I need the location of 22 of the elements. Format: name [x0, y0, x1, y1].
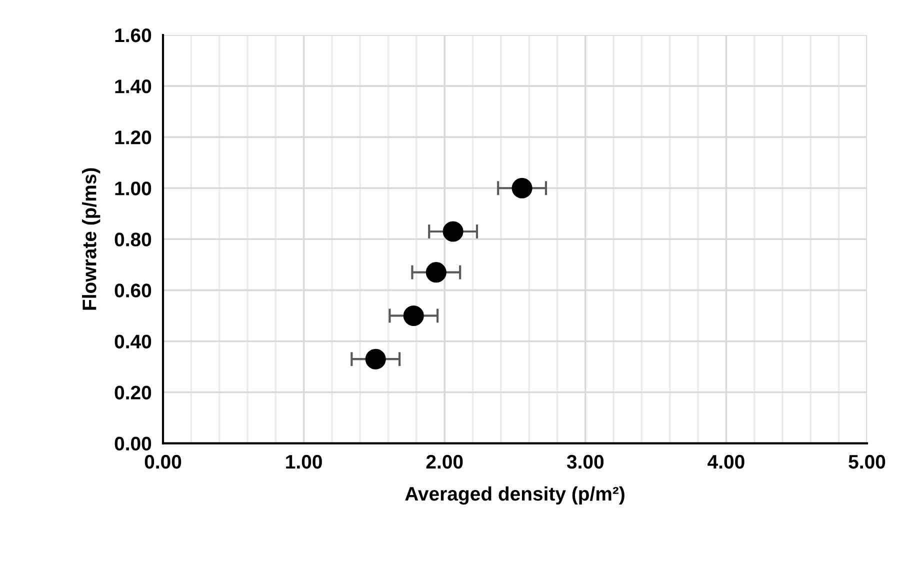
y-tick-label: 1.00 [115, 182, 152, 196]
x-tick-label: 2.00 [426, 454, 463, 469]
y-tick-label: 0.60 [114, 284, 152, 298]
x-tick-label: 0.00 [144, 454, 182, 469]
point [403, 305, 424, 326]
y-axis-title: Flowrate (p/ms) [82, 168, 100, 310]
point [426, 262, 446, 283]
point [512, 178, 532, 198]
x-axis-title: Averaged density (p/m²) [405, 486, 624, 505]
point [442, 221, 464, 242]
y-tick-label: 1.20 [115, 130, 152, 144]
x-tick-label: 4.00 [708, 454, 744, 469]
y-tick-label: 0.00 [114, 436, 152, 451]
y-tick-label: 0.80 [114, 232, 152, 246]
y-tick-label: 0.20 [114, 386, 152, 400]
x-tick-label: 3.00 [566, 454, 604, 469]
y-tick-label: 0.40 [114, 334, 152, 348]
x-tick-label: 1.00 [286, 454, 322, 469]
x-tick-label: 5.00 [848, 454, 886, 469]
y-tick-label: 1.60 [115, 28, 152, 42]
point [365, 348, 386, 370]
y-tick-label: 1.40 [115, 80, 152, 94]
